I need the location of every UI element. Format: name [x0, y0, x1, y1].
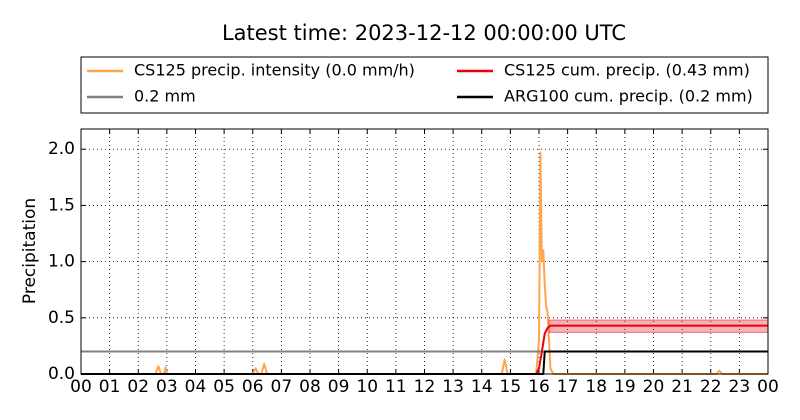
y-tick-label: 2.0	[48, 139, 75, 159]
x-tick-label: 04	[185, 377, 207, 397]
y-tick-label: 1.0	[48, 252, 75, 272]
y-tick-label: 1.5	[48, 195, 75, 215]
x-tick-label: 10	[356, 377, 378, 397]
x-tick-label: 15	[500, 377, 522, 397]
x-tick-label: 01	[99, 377, 121, 397]
y-tick-label: 0.0	[48, 364, 75, 384]
legend-box	[80, 56, 769, 114]
x-tick-label: 14	[471, 377, 493, 397]
legend-label: CS125 precip. intensity (0.0 mm/h)	[134, 61, 415, 80]
x-tick-label: 08	[299, 377, 321, 397]
chart-title: Latest time: 2023-12-12 00:00:00 UTC	[222, 21, 626, 45]
x-tick-label: 22	[700, 377, 722, 397]
x-tick-label: 05	[213, 377, 235, 397]
x-tick-label: 06	[242, 377, 264, 397]
x-tick-label: 09	[328, 377, 350, 397]
x-tick-label: 07	[271, 377, 293, 397]
x-tick-label: 12	[414, 377, 436, 397]
x-tick-label: 18	[585, 377, 607, 397]
x-tick-label: 16	[528, 377, 550, 397]
y-axis-label: Precipitation	[20, 198, 40, 304]
x-tick-label: 19	[614, 377, 636, 397]
x-tick-label: 23	[729, 377, 751, 397]
x-tick-label: 00	[757, 377, 779, 397]
legend-label: 0.2 mm	[134, 87, 196, 106]
x-tick-label: 11	[385, 377, 407, 397]
x-tick-label: 13	[442, 377, 464, 397]
x-tick-label: 20	[643, 377, 665, 397]
x-tick-label: 02	[127, 377, 149, 397]
x-tick-label: 17	[557, 377, 579, 397]
y-tick-label: 0.5	[48, 308, 75, 328]
plot-frame	[80, 128, 769, 375]
legend-label: CS125 cum. precip. (0.43 mm)	[504, 61, 750, 80]
x-tick-label: 00	[70, 377, 92, 397]
legend-label: ARG100 cum. precip. (0.2 mm)	[504, 87, 753, 106]
x-tick-label: 03	[156, 377, 178, 397]
x-tick-label: 21	[671, 377, 693, 397]
